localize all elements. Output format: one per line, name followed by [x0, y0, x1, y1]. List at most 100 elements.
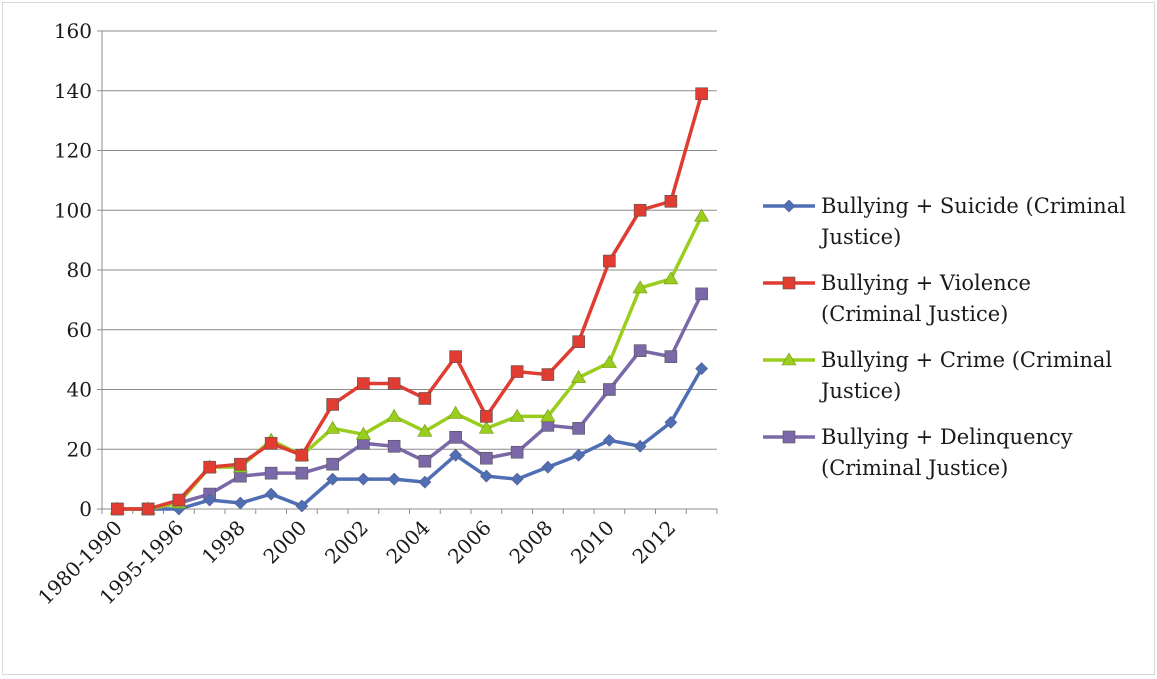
- data-point: [386, 408, 402, 422]
- data-point: [418, 454, 432, 468]
- data-point: [203, 460, 216, 474]
- data-point: [449, 350, 462, 363]
- data-point: [264, 436, 278, 450]
- x-tick-label: 2010: [566, 516, 619, 569]
- data-point: [387, 377, 401, 390]
- data-point: [326, 457, 339, 471]
- data-point: [632, 280, 648, 294]
- legend-label: (Criminal Justice): [821, 456, 1008, 480]
- data-point: [233, 496, 247, 510]
- legend-label: Bullying + Suicide (Criminal: [821, 194, 1126, 218]
- data-point: [480, 410, 493, 423]
- series-line: [117, 293, 704, 511]
- x-tick-label: 2004: [381, 516, 434, 569]
- data-point: [141, 502, 155, 516]
- x-tick-label: 2008: [504, 516, 557, 569]
- data-point: [449, 448, 463, 462]
- data-point: [541, 368, 555, 381]
- data-point: [510, 472, 524, 486]
- data-point: [664, 194, 678, 208]
- data-point: [357, 377, 370, 390]
- data-point: [203, 493, 217, 507]
- data-point: [540, 408, 556, 422]
- data-point: [633, 439, 647, 453]
- legend-item-3: Bullying + Crime (Criminal Justice): [763, 348, 1112, 403]
- data-point: [571, 369, 587, 383]
- data-point: [572, 422, 585, 435]
- data-point: [510, 445, 524, 459]
- y-tick-label: 0: [79, 497, 92, 521]
- data-point: [387, 472, 401, 486]
- data-point: [781, 352, 797, 366]
- series-line: [117, 93, 704, 511]
- x-tick-label: 2000: [258, 516, 311, 569]
- data-point: [264, 466, 278, 480]
- legend-label: (Criminal Justice): [821, 302, 1008, 326]
- line-chart: 0 20 40 60 80 100 120 140 160 1980-19901995-1996…: [33, 19, 1126, 610]
- y-tick-label: 60: [67, 318, 92, 342]
- data-point: [782, 199, 796, 213]
- data-point: [295, 466, 309, 480]
- legend-label: Justice): [819, 225, 901, 249]
- data-point: [633, 203, 647, 217]
- legend-label: Justice): [819, 379, 901, 403]
- x-tick-label: 1998: [197, 516, 250, 569]
- series-2: [111, 87, 708, 516]
- data-point: [325, 420, 341, 434]
- data-point: [326, 472, 340, 486]
- data-point: [234, 457, 247, 471]
- legend-item-2: Bullying + Violence (Criminal Justice): [763, 271, 1031, 326]
- data-point: [295, 448, 309, 462]
- data-point: [449, 430, 462, 444]
- series-1: [110, 362, 709, 516]
- data-point: [418, 475, 432, 489]
- data-point: [172, 493, 186, 507]
- x-tick-label: 2002: [320, 516, 373, 569]
- data-point: [417, 423, 433, 437]
- series-3: [109, 208, 710, 515]
- legend-label: Bullying + Delinquency: [821, 425, 1073, 449]
- data-point: [603, 254, 616, 268]
- data-point: [601, 355, 617, 368]
- legend-label: Bullying + Crime (Criminal: [821, 348, 1112, 372]
- data-point: [664, 415, 678, 429]
- data-point: [541, 460, 555, 474]
- data-point: [418, 392, 432, 405]
- legend-label: Bullying + Violence: [821, 271, 1031, 295]
- data-point: [264, 487, 278, 501]
- data-point: [572, 335, 585, 349]
- data-point: [782, 276, 796, 290]
- data-point: [663, 271, 679, 285]
- data-point: [326, 398, 339, 411]
- data-point: [572, 448, 586, 462]
- y-tick-label: 80: [67, 258, 92, 282]
- data-point: [356, 472, 370, 486]
- y-tick-label: 40: [67, 378, 92, 402]
- data-point: [603, 383, 616, 396]
- data-point: [633, 344, 647, 357]
- data-point: [448, 405, 464, 419]
- gridlines: [102, 30, 717, 450]
- series-group: [109, 87, 710, 516]
- data-point: [479, 469, 493, 483]
- data-point: [695, 287, 708, 301]
- data-point: [480, 451, 493, 465]
- data-point: [355, 426, 371, 440]
- y-tick-label: 120: [54, 139, 92, 163]
- data-point: [695, 87, 708, 101]
- data-point: [664, 350, 678, 363]
- y-axis-tick-labels: 0 20 40 60 80 100 120 140 160: [54, 19, 92, 521]
- x-tick-label: 2012: [627, 516, 680, 569]
- y-tick-label: 20: [67, 437, 92, 461]
- data-point: [695, 362, 709, 376]
- data-point: [387, 439, 401, 453]
- data-point: [510, 365, 524, 378]
- data-point: [295, 499, 309, 513]
- legend-item-1: Bullying + Suicide (Criminal Justice): [763, 194, 1126, 249]
- data-point: [111, 502, 124, 516]
- data-point: [782, 430, 796, 444]
- data-point: [509, 408, 525, 422]
- data-point: [478, 420, 494, 434]
